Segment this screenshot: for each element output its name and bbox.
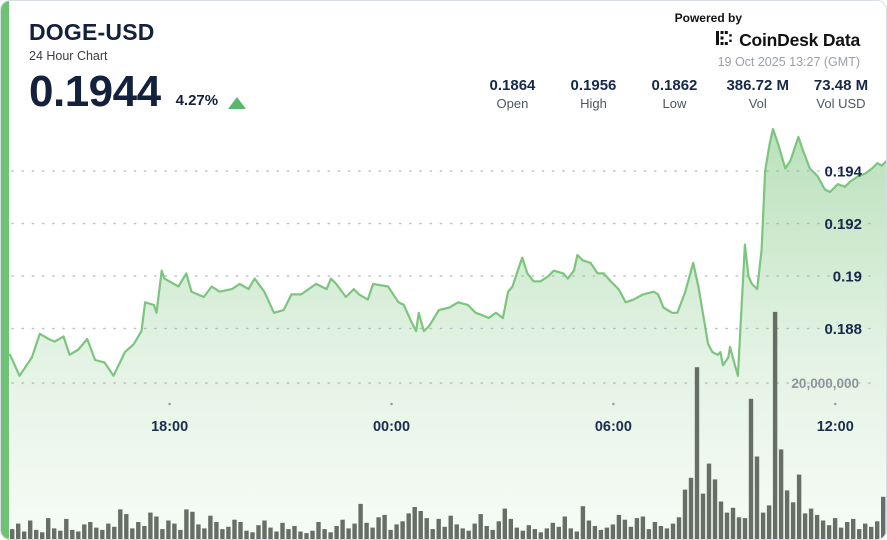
svg-text:06:00: 06:00 [595,419,632,435]
chart-timestamp: 19 Oct 2025 13:27 (GMT) [717,55,860,69]
powered-by-label: Powered by [674,11,742,25]
chart-subtitle: 24 Hour Chart [29,49,108,63]
svg-text:0.194: 0.194 [824,164,862,181]
ohlc-stats-row: 0.1864 Open 0.1956 High 0.1862 Low 386.7… [483,77,870,111]
up-triangle-icon [228,96,247,109]
green-accent-strip [1,1,9,539]
vol-label: Vol [748,96,767,111]
svg-text:00:00: 00:00 [373,419,410,435]
svg-text:0.188: 0.188 [824,321,862,338]
price-row: 0.1944 4.27% [29,67,247,116]
vol-value: 386.72 M [726,77,789,94]
stat-high: 0.1956 High [564,77,622,111]
svg-text:18:00: 18:00 [151,419,188,435]
high-label: High [580,96,607,111]
svg-text:12:00: 12:00 [817,419,854,435]
price-line [8,127,886,377]
branding-block: Powered by CoinDesk Data 19 [674,9,861,69]
svg-text:0.192: 0.192 [824,216,862,233]
stat-vol-usd: 73.48 M Vol USD [812,77,870,111]
stat-vol: 386.72 M Vol [726,77,789,111]
current-price: 0.1944 [29,67,161,116]
open-value: 0.1864 [489,77,536,94]
open-label: Open [496,96,529,111]
coindesk-brand-label: CoinDesk Data [739,30,860,50]
low-label: Low [662,96,687,111]
svg-text:0.19: 0.19 [833,269,862,286]
coindesk-brand-link[interactable]: CoinDesk Data [675,30,860,51]
instrument-header: DOGE-USD 24 Hour Chart 0.1944 4.27% [29,19,247,116]
vol-usd-value: 73.48 M [813,77,869,94]
stat-low: 0.1862 Low [645,77,703,111]
stat-open: 0.1864 Open [483,77,541,111]
instrument-symbol: DOGE-USD [29,19,155,45]
svg-text:20,000,000: 20,000,000 [791,376,859,391]
change-percent: 4.27% [175,91,219,109]
vol-usd-label: Vol USD [816,96,866,111]
coindesk-logo-icon [716,30,732,51]
high-value: 0.1956 [570,77,617,94]
price-area-fill [10,129,886,539]
low-value: 0.1862 [651,77,698,94]
